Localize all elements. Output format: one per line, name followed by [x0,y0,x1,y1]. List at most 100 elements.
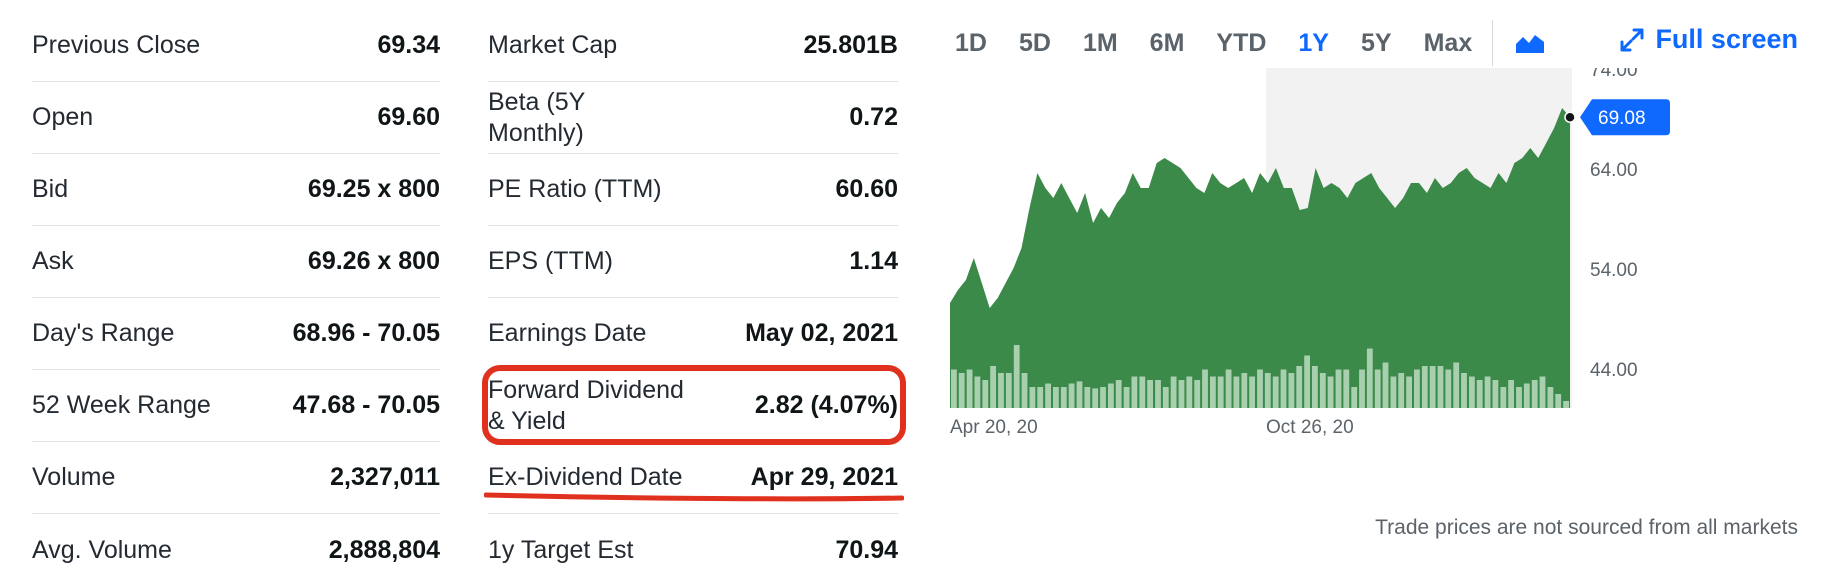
trade-price-disclaimer: Trade prices are not sourced from all ma… [1375,516,1798,539]
volume-bar [1390,376,1397,408]
volume-bar [1068,383,1075,408]
range-tab-max[interactable]: Max [1423,28,1473,57]
quote-summary-left: Previous Close 69.34 Open 69.60 Bid 69.25 x 8… [32,10,440,586]
volume-bar [1131,376,1138,408]
stat-label: Previous Close [32,31,201,59]
stat-row: Ask 69.26 x 800 [32,226,440,298]
volume-bar [1484,376,1491,408]
volume-bar [1516,387,1522,408]
stat-row: Earnings Date May 02, 2021 [488,298,898,370]
volume-bar [1233,376,1240,408]
stat-value: Apr 29, 2021 [750,463,898,491]
x-tick-label: Oct 26, 20 [1266,417,1354,438]
current-price-dot [1564,111,1576,123]
stat-row: Previous Close 69.34 [32,10,440,82]
volume-bar [1162,387,1169,408]
stat-row: Volume 2,327,011 [32,442,440,514]
forward-dividend-highlight-box [482,365,906,445]
stat-value: 2.82 (4.07%) [754,391,898,419]
volume-bar [1225,369,1232,408]
range-tab-ytd[interactable]: YTD [1216,28,1267,57]
expand-arrows-icon [1620,28,1644,51]
stat-label: Avg. Volume [32,535,172,564]
ex-dividend-underline [484,492,904,502]
stat-label: 1y Target Est [488,535,634,564]
volume-bar [1312,366,1318,408]
volume-bar [1382,362,1389,408]
volume-bar [1147,380,1153,408]
range-tab-6m[interactable]: 6M [1149,28,1185,57]
volume-bar [966,369,973,408]
volume-bar [1539,376,1546,408]
stat-row: PE Ratio (TTM) 60.60 [488,154,898,226]
volume-bar [1202,369,1208,408]
volume-bar [1264,373,1271,408]
range-tab-1y[interactable]: 1Y [1298,28,1329,57]
volume-bar [1123,387,1130,408]
current-price-tag [1580,99,1670,136]
volume-bar [1217,376,1224,408]
range-tab-1m[interactable]: 1M [1082,28,1118,57]
stat-row: Open 69.60 [32,82,440,154]
volume-bar [1045,383,1051,408]
volume-bar [1288,373,1295,408]
stat-label: Ex-Dividend Date [488,463,683,491]
volume-bar [1476,380,1483,408]
area-chart-icon[interactable] [1515,32,1545,54]
volume-bar [1366,348,1373,408]
volume-bar [1304,355,1310,408]
stat-label: Beta (5Y Monthly) [488,87,585,147]
volume-bar [1555,394,1562,408]
volume-bar [1155,380,1161,408]
volume-bar [1500,387,1507,408]
chart-range-toolbar: 1D 5D 1M 6M YTD 1Y 5Y Max [955,20,1545,66]
stat-value: 47.68 - 70.05 [292,391,440,419]
stat-label: EPS (TTM) [488,247,613,275]
volume-bar [1241,373,1248,408]
stat-value: 25.801B [803,31,898,59]
volume-bar [1531,380,1538,408]
volume-bar [1406,376,1412,408]
range-tab-5y[interactable]: 5Y [1361,28,1392,57]
x-tick-label: Apr 20, 20 [950,417,1038,438]
range-tab-1d[interactable]: 1D [955,28,987,57]
stat-label: Earnings Date [488,319,647,347]
volume-bar [1508,380,1514,408]
stat-label: Volume [32,463,116,491]
full-screen-button[interactable]: Full screen [1619,24,1798,55]
volume-bar [1351,387,1358,408]
volume-bar [1013,345,1020,408]
stat-row: Avg. Volume 2,888,804 [32,514,440,586]
volume-bar [1139,376,1146,408]
stat-value: 0.72 [849,103,898,131]
stat-row: 1y Target Est 70.94 [488,514,898,586]
stat-row: Bid 69.25 x 800 [32,154,440,226]
quote-summary-right: Market Cap 25.801B Beta (5Y Monthly) 0.72 PE… [488,10,898,586]
stat-value: 69.25 x 800 [307,175,440,203]
y-tick-label: 74.00 [1590,68,1638,81]
volume-bar [1421,366,1428,408]
volume-bar [1178,380,1185,408]
volume-bar [1021,373,1028,408]
volume-bar [1060,387,1067,408]
volume-bar [951,369,957,408]
range-tab-5d[interactable]: 5D [1018,28,1051,57]
volume-bar [1257,369,1263,408]
volume-bar [1343,369,1350,408]
volume-bar [1170,376,1177,408]
stat-label: PE Ratio (TTM) [488,175,662,203]
volume-bar [1005,373,1012,408]
volume-bar [1429,366,1436,408]
volume-bar [1398,373,1405,408]
price-chart-svg[interactable]: 74.00 64.00 54.00 44.00 Apr 20, 20 Oct 26, 20… [950,60,1798,558]
stat-row: Day's Range 68.96 - 70.05 [32,298,440,370]
stat-value: 2,888,804 [328,535,440,564]
stat-row: Ex-Dividend Date Apr 29, 2021 [488,442,898,514]
price-chart[interactable]: 74.00 64.00 54.00 44.00 Apr 20, 20 Oct 26, 20… [950,60,1798,558]
volume-bar [990,366,996,408]
volume-bar [1359,369,1365,408]
volume-bar [1335,369,1342,408]
stat-label: Forward Dividend & Yield [488,375,684,435]
toolbar-divider [1492,20,1494,66]
volume-bar [1249,376,1255,408]
